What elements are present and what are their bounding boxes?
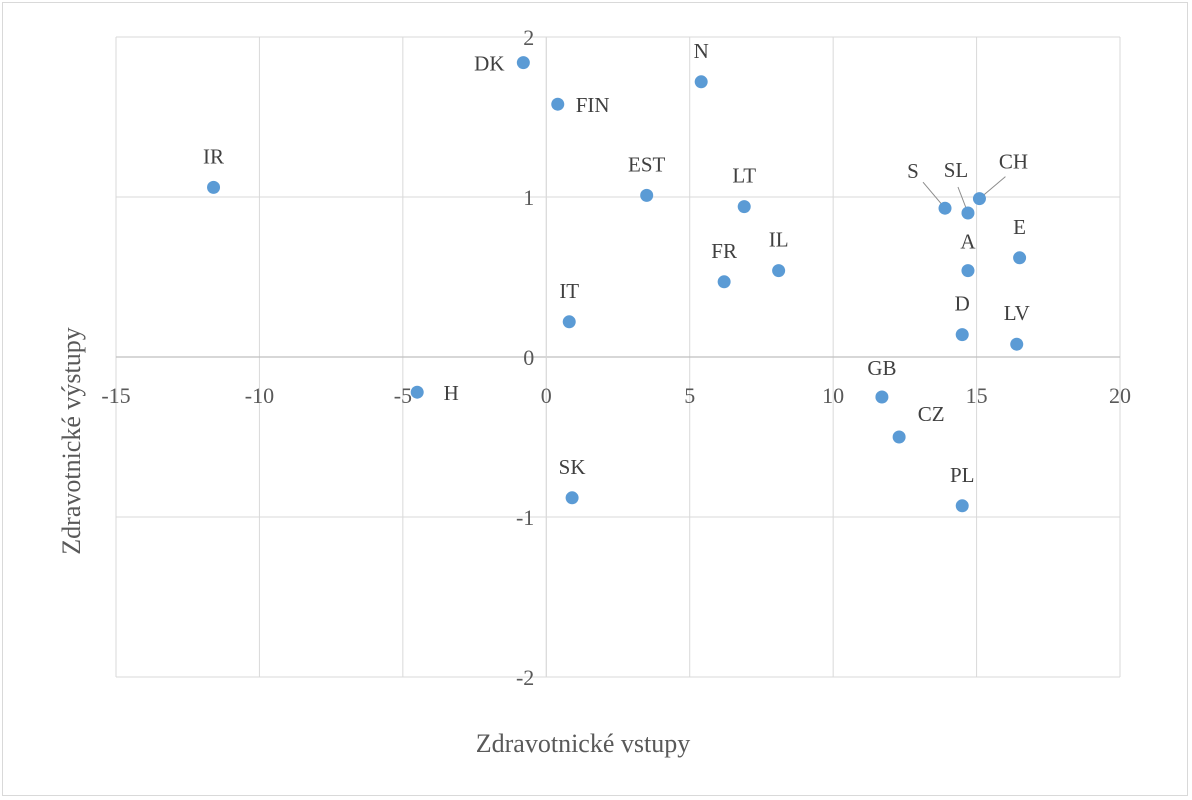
data-label: SK [559,455,586,479]
x-tick-label: -5 [394,383,412,408]
grid-lines [115,36,1121,678]
data-point [562,315,576,329]
data-point [551,97,565,111]
data-label: IT [559,279,579,303]
data-label: CZ [918,402,945,426]
data-label: LT [732,164,756,188]
data-point [410,385,424,399]
data-point [892,430,906,444]
data-label: DK [474,52,504,76]
data-point [955,328,969,342]
x-tick-label: 20 [1109,383,1131,408]
data-label: E [1013,215,1026,239]
point-labels: DK N FIN IR EST LT S SL CH E A IL FR IT D LV H GB CZ SK PL [203,39,1030,487]
x-tick-label: -15 [101,383,130,408]
data-point [772,264,786,278]
data-point [1013,251,1027,265]
data-label: SL [944,158,969,182]
data-label: LV [1004,301,1030,325]
data-label: GB [867,356,896,380]
data-point [938,201,952,215]
data-label: FR [711,239,737,263]
y-axis-title: Zdravotnické výstupy [57,327,86,554]
data-label: A [960,230,976,254]
data-point [875,390,889,404]
x-axis-title: Zdravotnické vstupy [476,729,690,758]
data-label: IR [203,144,224,168]
data-label: IL [769,228,789,252]
y-tick-label: 1 [523,185,534,210]
x-tick-label: 5 [684,383,695,408]
data-point [207,180,221,194]
data-label: D [955,292,970,316]
data-point [694,75,708,89]
data-point [516,56,530,70]
data-point [640,188,654,202]
data-point [717,275,731,289]
data-point [955,499,969,513]
data-point [961,206,975,220]
data-point [565,491,579,505]
data-label: S [907,159,919,183]
x-tick-label: 0 [541,383,552,408]
leader-lines [922,176,1006,214]
data-point [972,192,986,206]
x-tick-label: 10 [822,383,844,408]
data-point [1010,337,1024,351]
data-point [961,264,975,278]
scatter-chart: DK N FIN IR EST LT S SL CH E A IL FR IT D LV H GB CZ SK PL -… [57,25,1131,758]
y-tick-label: 2 [523,25,534,50]
data-label: N [694,39,709,63]
x-tick-label: 15 [966,383,988,408]
data-points [207,56,1027,513]
y-tick-label: 0 [523,345,534,370]
data-label: FIN [576,93,610,117]
data-point [737,200,751,214]
y-tick-label: -1 [516,505,534,530]
data-label: H [444,381,459,405]
data-label: EST [628,152,666,176]
data-label: PL [950,463,975,487]
data-label: CH [999,150,1028,174]
y-tick-label: -2 [516,665,534,690]
x-tick-label: -10 [245,383,274,408]
